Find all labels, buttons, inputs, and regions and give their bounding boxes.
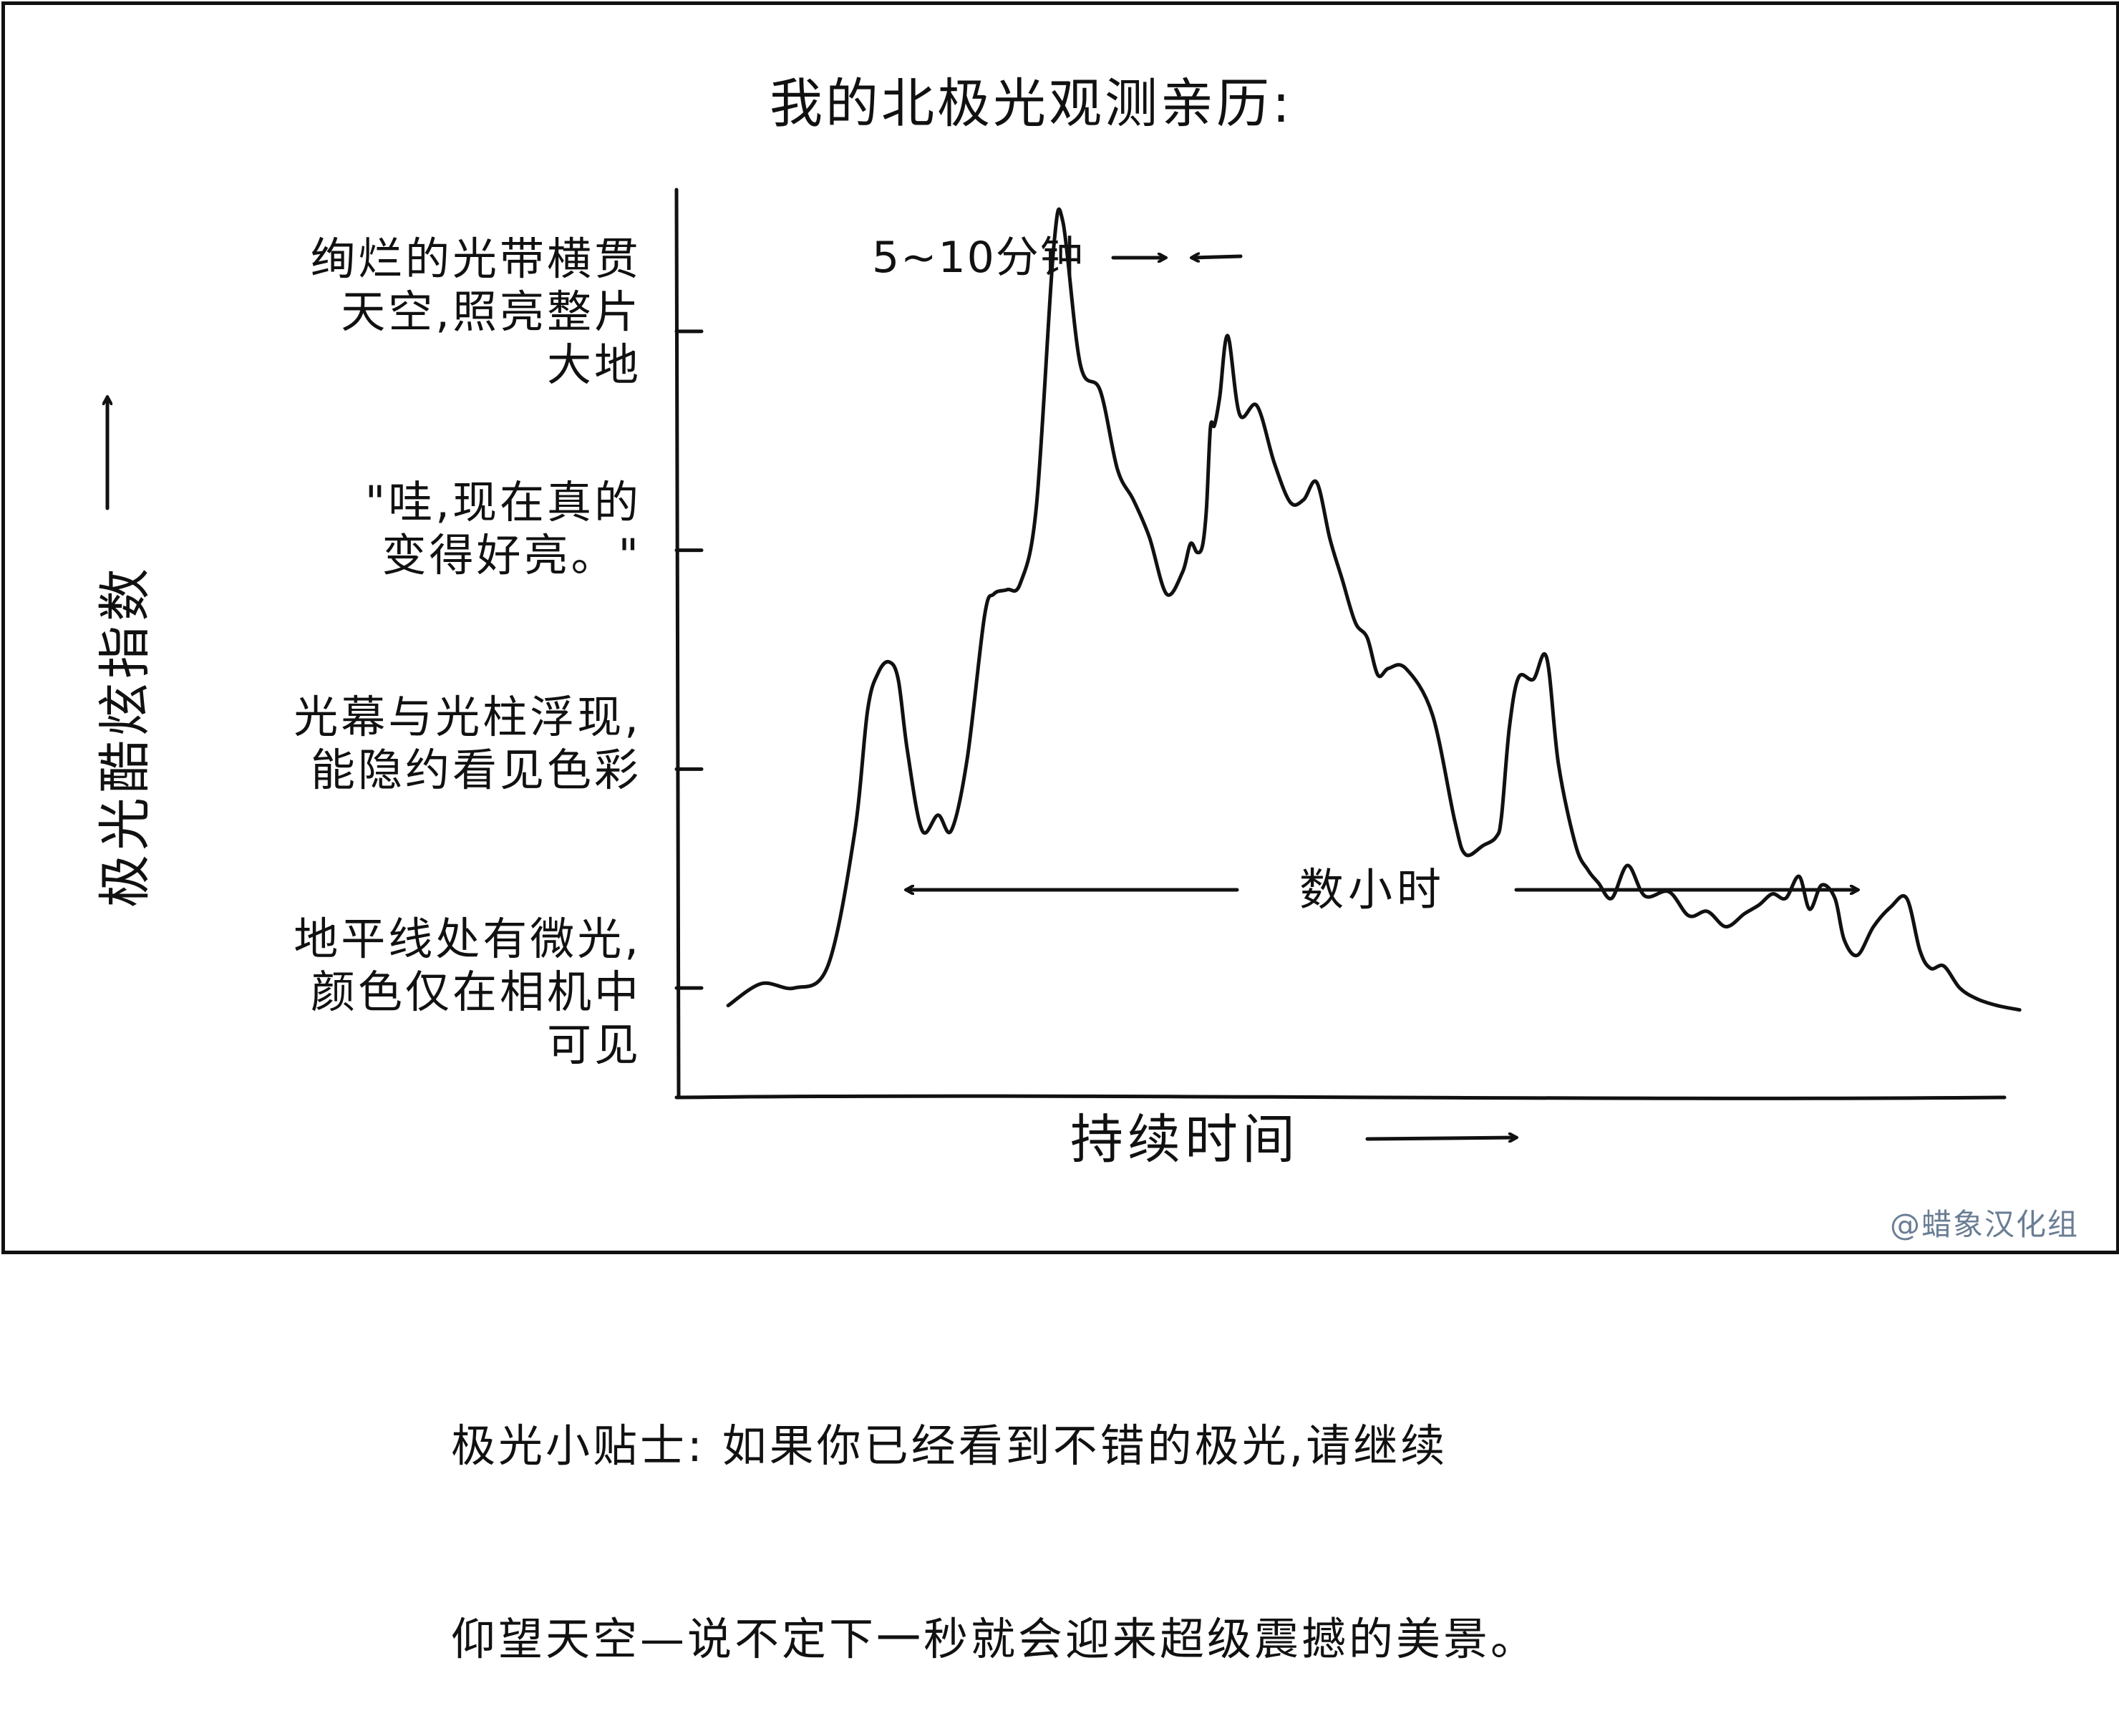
caption-line-2: 仰望天空—说不定下一秒就会迎来超级震撼的美景。 [451,1613,1538,1665]
series-line-1 [726,207,2022,1012]
y-level-label-1-line-3: 可见 [546,1019,641,1071]
y-level-label-2: 光幕与光柱浮现, 能隐约看见色彩 [294,691,641,797]
x-axis-title: 持续时间 [1070,1109,1299,1170]
y-level-label-1-line-1: 地平线处有微光, [294,913,641,965]
y-axis-title: 极光酷炫指数 [94,564,156,908]
translator-credit: @蜡象汉化组 [1890,1207,2080,1242]
caption-line-1: 极光小贴士: 如果你已经看到不错的极光,请继续 [451,1420,1448,1472]
y-level-label-3-line-1: "哇,现在真的 [364,476,641,528]
y-level-label-1-line-2: 颜色仅在相机中 [310,966,641,1018]
y-axis-line [674,188,681,1100]
caption: 极光小贴士: 如果你已经看到不错的极光,请继续 仰望天空—说不定下一秒就会迎来超… [451,1285,1538,1736]
y-level-label-2-line-1: 光幕与光柱浮现, [294,691,641,743]
y-level-label-4-line-2: 天空,照亮整片 [341,286,641,338]
peak-width-arrow-right [1192,256,1243,258]
chart-title: 我的北极光观测亲历: [770,73,1293,135]
y-level-label-3: "哇,现在真的 变得好亮。" [365,476,641,582]
y-level-label-1: 地平线处有微光, 颜色仅在相机中 可见 [294,913,641,1072]
y-level-label-4: 绚烂的光带横贯 天空,照亮整片 大地 [311,233,641,392]
x-axis-line [674,1094,2007,1100]
peak-duration-label: 5~10分钟 [872,233,1085,283]
y-level-label-3-line-2: 变得好亮。" [382,529,641,581]
y-level-label-2-line-2: 能隐约看见色彩 [310,744,641,796]
chart [0,188,2022,1420]
y-level-label-4-line-3: 大地 [546,339,641,391]
span-duration-label: 数小时 [1299,863,1446,916]
x-axis-arrow [1365,1138,1516,1139]
y-level-label-4-line-1: 绚烂的光带横贯 [310,233,641,285]
